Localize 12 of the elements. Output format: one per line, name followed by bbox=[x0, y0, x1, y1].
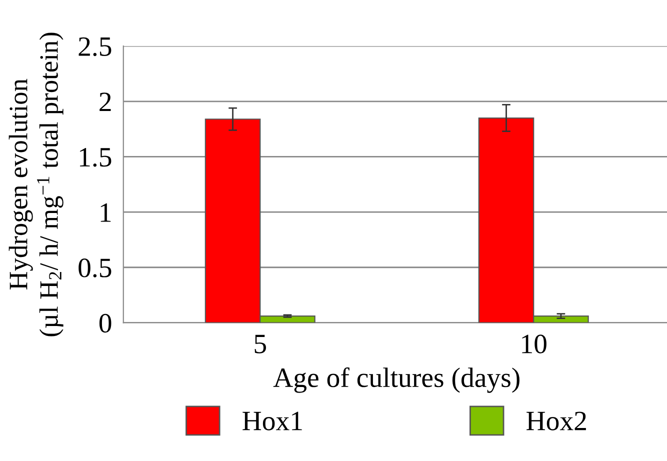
x-tick-label: 5 bbox=[254, 334, 266, 354]
y-tick-label: 0 bbox=[99, 314, 112, 333]
y-tick-label: 2 bbox=[100, 92, 111, 112]
y-tick-label: 1 bbox=[100, 203, 111, 222]
y-tick-label: 1.5 bbox=[80, 148, 112, 167]
x-tick-label: 10 bbox=[522, 334, 546, 354]
legend-label: Hox2 bbox=[526, 412, 586, 430]
y-tick-label: 2.5 bbox=[78, 37, 112, 56]
legend-label: Hox1 bbox=[242, 412, 302, 430]
y-tick-label: 0.5 bbox=[78, 258, 112, 278]
x-axis-title: Age of cultures (days) bbox=[273, 367, 520, 393]
y-axis-title: Hydrogen evolution (µl H$_{2}$/ h/ mg$^{−1}$ total protein) bbox=[8, 32, 64, 336]
